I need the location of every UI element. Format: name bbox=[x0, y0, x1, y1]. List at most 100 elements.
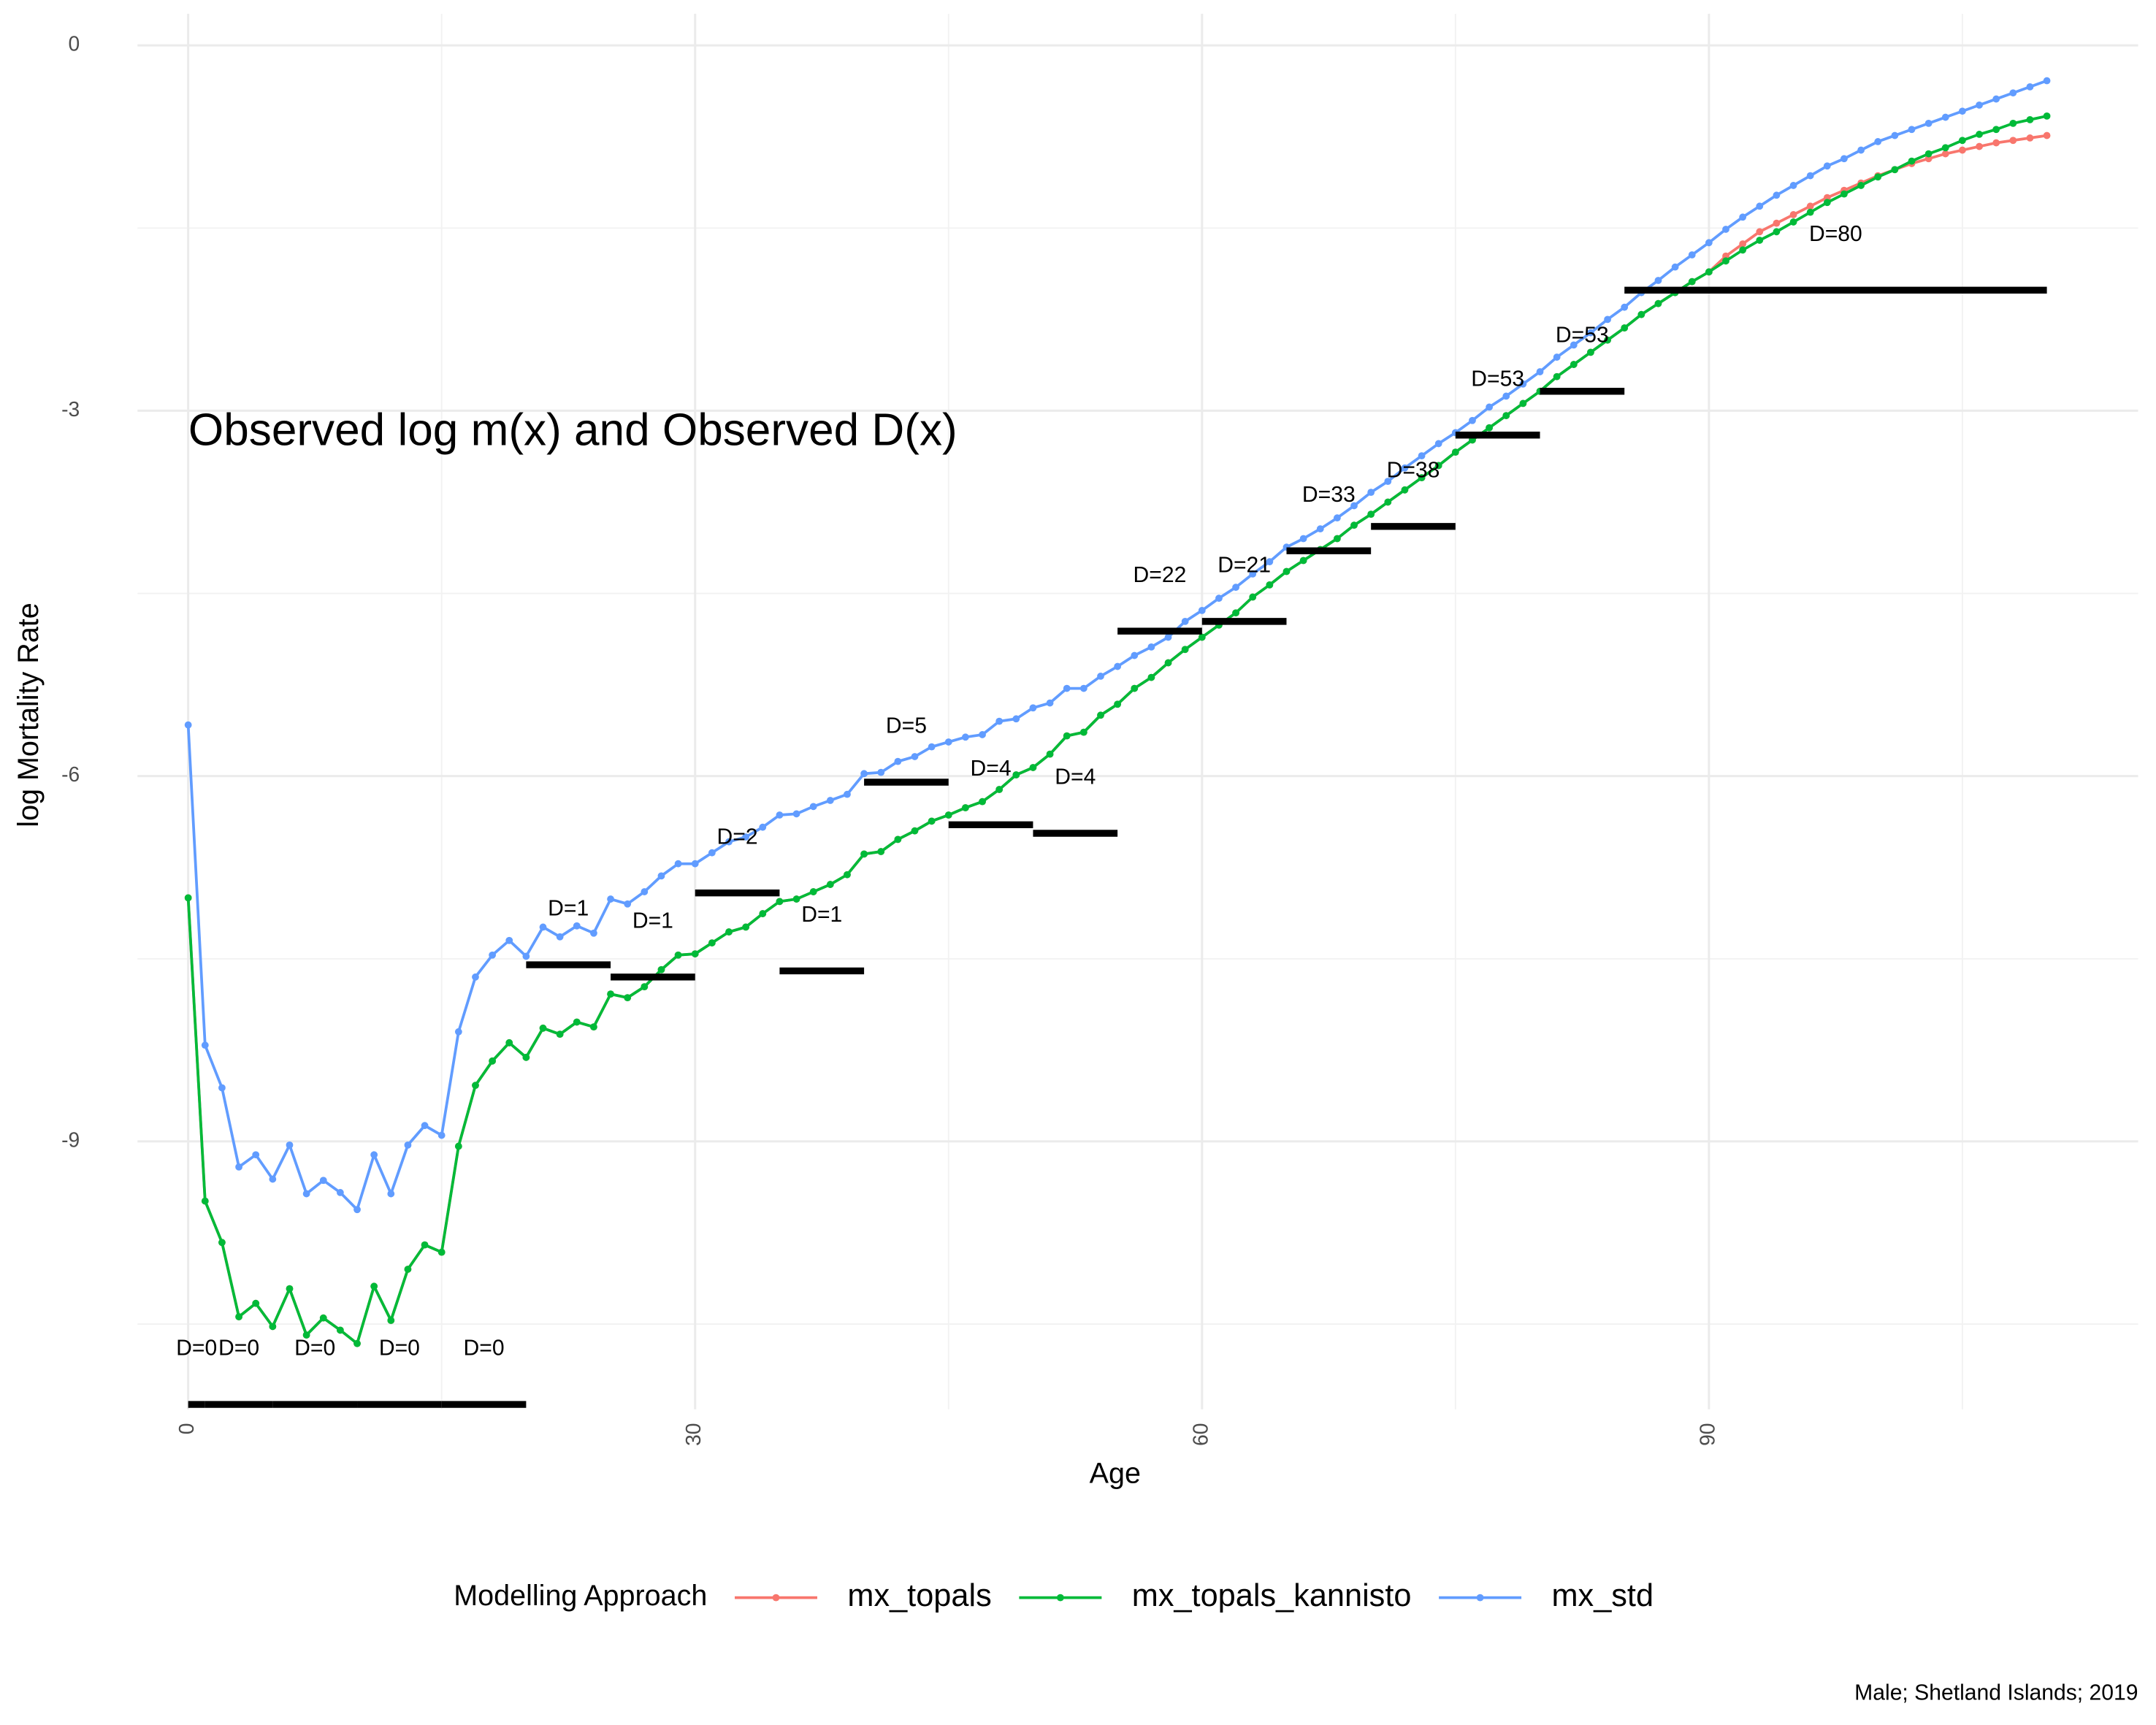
data-point bbox=[742, 923, 750, 931]
data-point bbox=[708, 939, 716, 946]
data-point bbox=[2043, 131, 2051, 139]
data-point bbox=[894, 757, 902, 765]
data-point bbox=[489, 1057, 497, 1065]
data-point bbox=[607, 895, 614, 903]
data-point bbox=[792, 810, 800, 818]
series-line bbox=[186, 79, 2048, 1212]
data-point bbox=[1418, 452, 1426, 460]
data-point bbox=[522, 1053, 530, 1061]
data-point bbox=[607, 990, 614, 998]
data-point bbox=[928, 743, 936, 751]
legend-label: mx_topals bbox=[847, 1578, 991, 1613]
data-point bbox=[674, 860, 682, 868]
data-point bbox=[1924, 150, 1933, 158]
data-point bbox=[1823, 199, 1831, 207]
x-tick-label: 60 bbox=[1188, 1423, 1212, 1446]
data-point bbox=[624, 994, 632, 1002]
data-point bbox=[1384, 478, 1392, 486]
data-point bbox=[1181, 646, 1189, 654]
data-point bbox=[1773, 228, 1781, 236]
data-point bbox=[556, 1030, 564, 1039]
data-point bbox=[979, 798, 986, 806]
data-point bbox=[370, 1282, 378, 1290]
data-point bbox=[1164, 659, 1172, 667]
legend-key-point bbox=[1476, 1594, 1484, 1602]
data-point bbox=[336, 1189, 344, 1196]
data-point bbox=[1671, 263, 1679, 271]
data-point bbox=[809, 803, 817, 811]
data-point bbox=[1857, 182, 1865, 189]
y-axis-title: log Mortality Rate bbox=[12, 603, 45, 827]
data-point bbox=[218, 1084, 226, 1092]
data-point bbox=[1756, 202, 1764, 210]
data-point bbox=[336, 1326, 344, 1334]
legend-key-point bbox=[772, 1594, 780, 1602]
data-point bbox=[1773, 191, 1781, 199]
data-point bbox=[877, 768, 885, 776]
data-point bbox=[201, 1197, 209, 1205]
data-point bbox=[1654, 299, 1662, 307]
data-point bbox=[725, 928, 733, 936]
observed-label: D=21 bbox=[1217, 554, 1271, 578]
data-point bbox=[657, 872, 665, 880]
data-point bbox=[1469, 416, 1476, 424]
data-point bbox=[2026, 134, 2034, 142]
legend-key-point bbox=[1056, 1594, 1064, 1602]
data-point bbox=[1705, 268, 1713, 276]
data-point bbox=[1147, 643, 1155, 651]
data-point bbox=[404, 1141, 412, 1149]
data-point bbox=[1012, 771, 1020, 779]
data-point bbox=[1401, 464, 1409, 472]
data-point bbox=[1976, 142, 1983, 150]
data-point bbox=[1350, 521, 1358, 529]
data-point bbox=[1266, 558, 1274, 566]
data-point bbox=[319, 1314, 327, 1322]
observed-label: D=38 bbox=[1387, 458, 1440, 482]
data-point bbox=[2009, 137, 2017, 145]
data-point bbox=[1114, 700, 1122, 708]
data-point bbox=[1079, 684, 1087, 692]
data-point bbox=[1739, 240, 1747, 248]
data-point bbox=[844, 790, 851, 798]
data-point bbox=[759, 910, 767, 917]
data-point bbox=[1434, 440, 1442, 448]
data-point bbox=[404, 1266, 412, 1273]
data-point bbox=[641, 888, 649, 895]
data-point bbox=[1621, 303, 1629, 311]
observed-label: D=53 bbox=[1556, 323, 1609, 347]
data-point bbox=[708, 849, 716, 857]
data-point bbox=[1756, 237, 1764, 244]
data-point bbox=[539, 1024, 547, 1032]
data-point bbox=[1536, 368, 1544, 375]
data-point bbox=[911, 827, 919, 835]
data-point bbox=[674, 951, 682, 959]
data-point bbox=[269, 1175, 277, 1183]
data-point bbox=[1164, 633, 1172, 641]
data-point bbox=[302, 1190, 310, 1198]
data-point bbox=[454, 1142, 462, 1150]
data-point bbox=[995, 786, 1004, 793]
observed-label: D=4 bbox=[1055, 765, 1096, 789]
data-point bbox=[877, 848, 885, 855]
data-point bbox=[1029, 764, 1037, 771]
data-point bbox=[1451, 448, 1459, 456]
data-point bbox=[1959, 107, 1966, 115]
data-point bbox=[539, 923, 547, 931]
data-point bbox=[269, 1323, 277, 1331]
data-point bbox=[1434, 462, 1442, 470]
data-point bbox=[792, 895, 800, 903]
x-tick-label: 0 bbox=[175, 1423, 198, 1435]
data-point bbox=[1519, 380, 1527, 388]
data-point bbox=[826, 881, 834, 888]
data-point bbox=[1857, 146, 1865, 154]
data-point bbox=[184, 894, 192, 902]
data-point bbox=[691, 950, 699, 957]
data-point bbox=[928, 817, 936, 825]
data-point bbox=[1806, 208, 1814, 216]
data-point bbox=[1992, 139, 2000, 147]
data-point bbox=[1418, 474, 1426, 482]
data-point bbox=[776, 898, 784, 906]
observed-label: D=1 bbox=[548, 897, 589, 921]
data-point bbox=[387, 1190, 395, 1198]
